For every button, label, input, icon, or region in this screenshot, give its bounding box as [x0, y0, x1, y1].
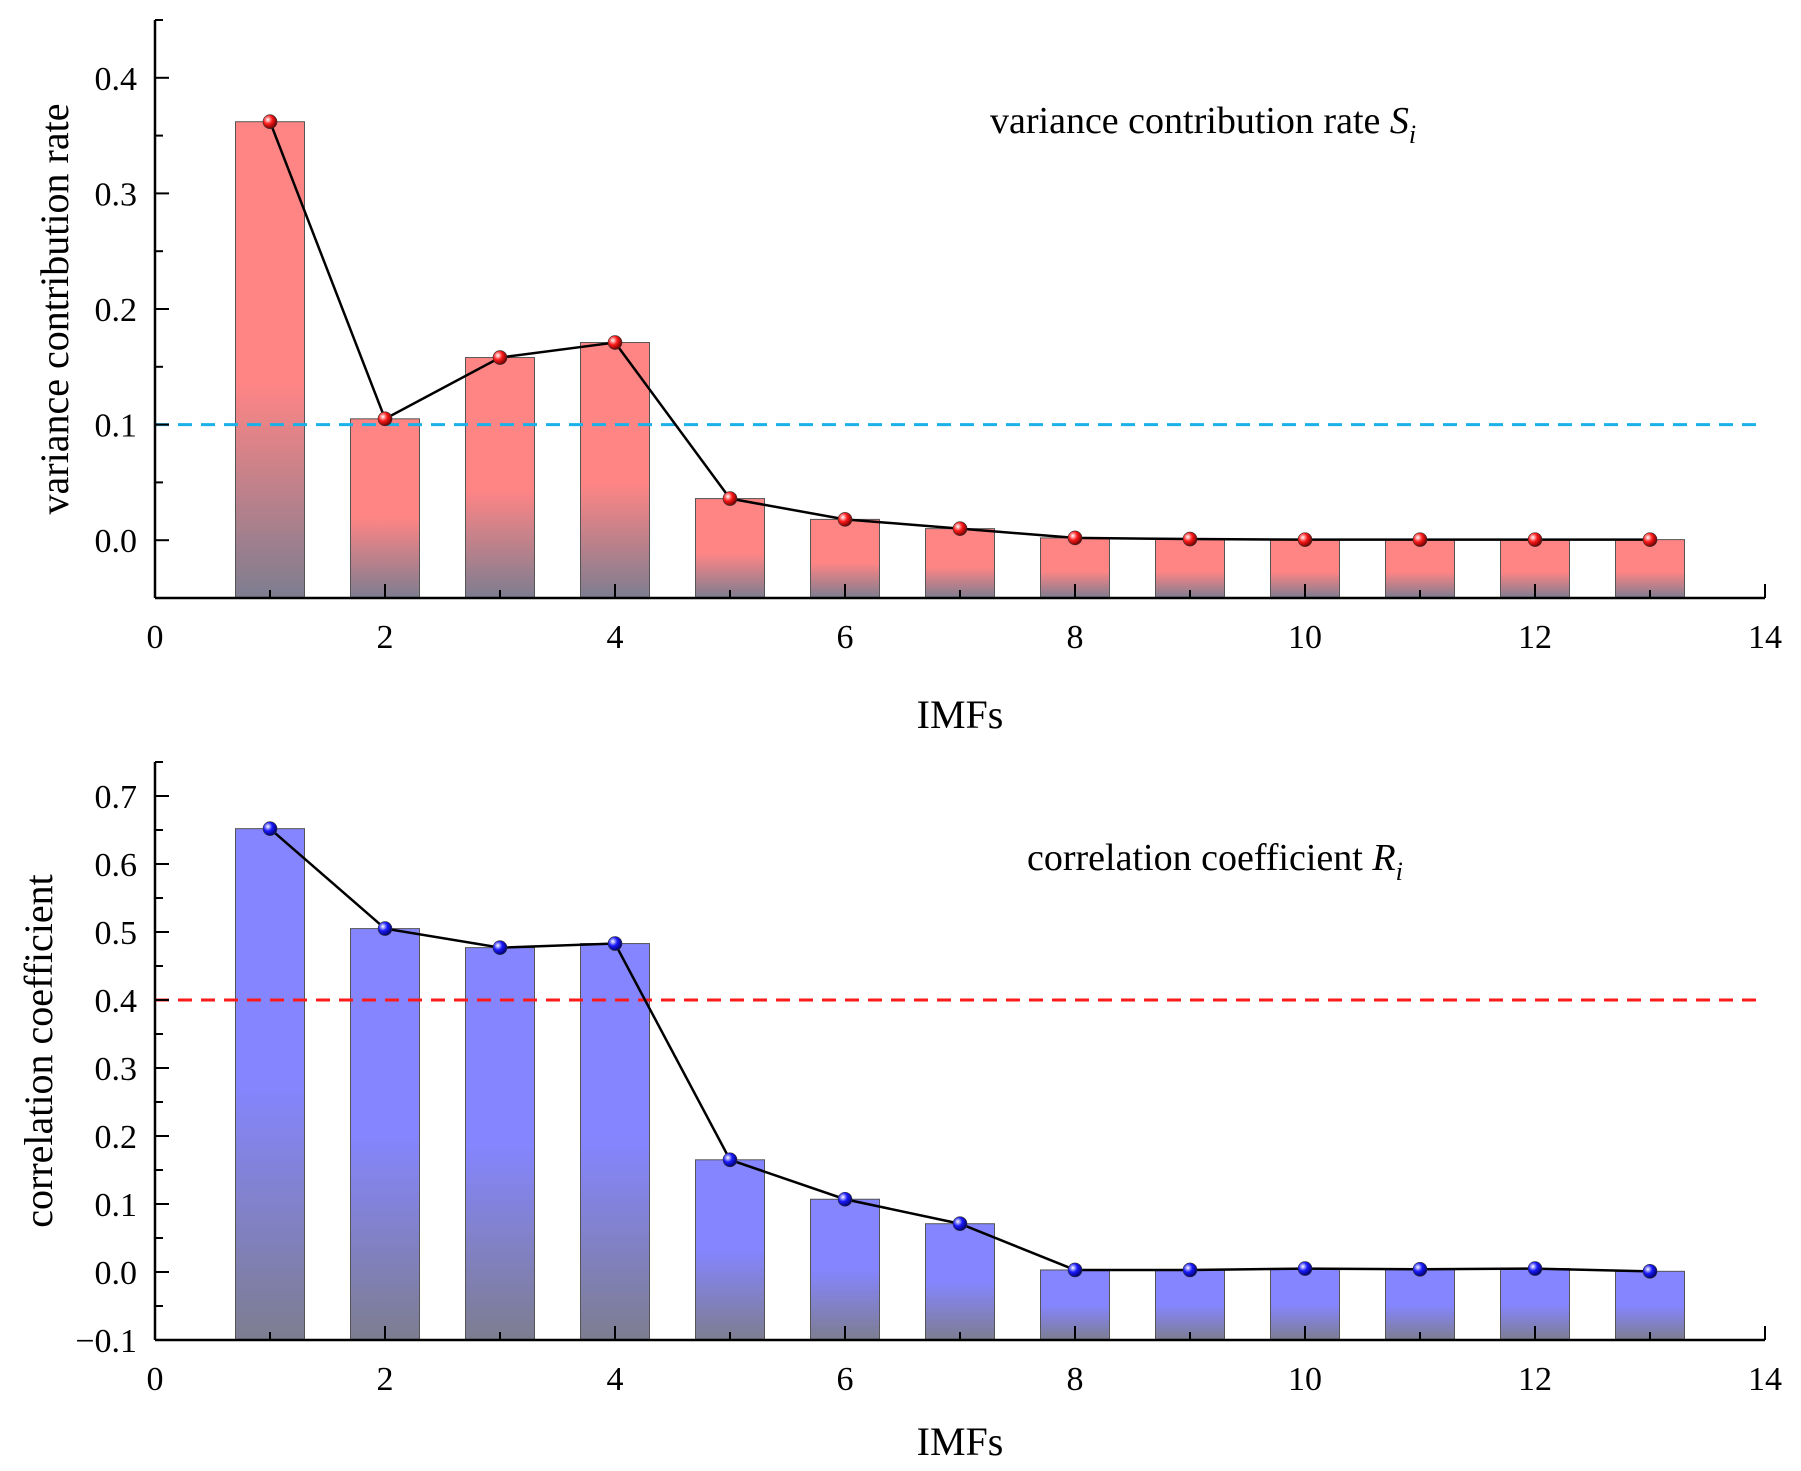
- variance-x-tick-label: 0: [147, 619, 164, 656]
- variance-bar: [580, 342, 650, 599]
- correlation-x-tick-label: 10: [1288, 1361, 1322, 1398]
- variance-annotation-subscript: i: [1409, 120, 1416, 149]
- correlation-x-tick-label: 6: [837, 1361, 854, 1398]
- correlation-bar: [1615, 1270, 1685, 1341]
- correlation-bar: [350, 928, 420, 1341]
- variance-y-tick-label: 0.2: [95, 292, 138, 329]
- correlation-x-tick-label: 0: [147, 1361, 164, 1398]
- variance-annotation-symbol: S: [1390, 100, 1409, 142]
- correlation-marker: [1297, 1261, 1313, 1276]
- correlation-y-tick-label: 0.2: [95, 1119, 138, 1156]
- variance-markers: [262, 114, 1658, 547]
- variance-marker: [1067, 530, 1083, 546]
- correlation-marker: [377, 921, 393, 936]
- correlation-marker: [262, 821, 278, 836]
- correlation-marker: [492, 940, 508, 955]
- variance-bar: [1385, 539, 1455, 599]
- variance-chart-panel: 0 2 4 6 8 10 12 14 0.0 0.1 0.2 0.3 0.4 IMFs variance…: [32, 19, 1782, 737]
- correlation-x-tick-label: 2: [377, 1361, 394, 1398]
- correlation-chart-panel: 0 2 4 6 8 10 12 14−0.10.00.10.20.30.40.50.60.7 …: [16, 761, 1782, 1464]
- variance-y-tick-label: 0.1: [95, 408, 138, 445]
- variance-annotation-text: variance contribution rate: [990, 100, 1390, 142]
- correlation-marker: [722, 1152, 738, 1168]
- correlation-y-tick-label: 0.6: [95, 847, 138, 884]
- variance-bar: [695, 498, 765, 599]
- variance-marker: [1642, 532, 1658, 547]
- variance-x-tick-label: 8: [1067, 619, 1084, 656]
- correlation-marker: [1182, 1262, 1198, 1278]
- variance-x-tick-label: 2: [377, 619, 394, 656]
- variance-y-axis-title: variance contribution rate: [32, 104, 77, 515]
- correlation-x-axis-title: IMFs: [917, 1419, 1004, 1464]
- variance-y-tick-label: 0.0: [95, 523, 138, 560]
- correlation-annotation-symbol: R: [1371, 837, 1395, 879]
- variance-bars: [235, 121, 1685, 599]
- correlation-bars: [235, 828, 1685, 1341]
- correlation-markers: [262, 821, 1658, 1279]
- correlation-axes: 0 2 4 6 8 10 12 14 −0.1 0.0 0.1 0.2 0.3 0.4 0.5 0.6 0.7: [75, 761, 1782, 1398]
- variance-marker: [262, 114, 278, 130]
- variance-marker: [837, 512, 853, 527]
- correlation-y-tick-label: 0.0: [95, 1255, 138, 1292]
- correlation-y-tick-label: 0.3: [95, 1051, 138, 1088]
- correlation-y-tick-label: 0.1: [95, 1187, 138, 1224]
- variance-bar: [1615, 539, 1685, 599]
- correlation-bar: [695, 1159, 765, 1341]
- correlation-bar: [925, 1223, 995, 1341]
- variance-marker: [607, 335, 623, 350]
- correlation-marker: [607, 936, 623, 951]
- variance-bar: [1155, 538, 1225, 599]
- variance-x-tick-label: 4: [607, 619, 624, 656]
- variance-annotation: variance contribution rate Si: [990, 100, 1416, 149]
- correlation-bar: [580, 943, 650, 1341]
- variance-x-tick-label: 6: [837, 619, 854, 656]
- correlation-bar: [1270, 1268, 1340, 1341]
- variance-marker: [1182, 531, 1198, 547]
- correlation-bar: [810, 1198, 880, 1341]
- variance-bar: [235, 121, 305, 599]
- correlation-y-tick-label: −0.1: [75, 1323, 137, 1360]
- variance-marker: [1297, 532, 1313, 547]
- variance-marker: [1527, 532, 1543, 547]
- variance-marker: [377, 411, 393, 427]
- correlation-annotation: correlation coefficient Ri: [1027, 837, 1403, 886]
- correlation-marker: [837, 1191, 853, 1207]
- variance-x-tick-label: 10: [1288, 619, 1322, 656]
- correlation-y-tick-label: 0.5: [95, 915, 138, 952]
- correlation-x-tick-label: 4: [607, 1361, 624, 1398]
- correlation-y-tick-label: 0.4: [95, 983, 138, 1020]
- correlation-marker: [1527, 1261, 1543, 1276]
- variance-y-tick-label: 0.4: [95, 61, 138, 98]
- variance-axes: 0 2 4 6 8 10 12 14 0.0 0.1 0.2 0.3 0.4: [95, 19, 1782, 656]
- variance-y-tick-label: 0.3: [95, 176, 138, 213]
- correlation-marker: [1642, 1264, 1658, 1279]
- correlation-x-tick-label: 8: [1067, 1361, 1084, 1398]
- correlation-bar: [235, 828, 305, 1341]
- variance-marker: [1412, 532, 1428, 547]
- variance-bar: [925, 528, 995, 599]
- variance-marker: [952, 521, 968, 536]
- variance-bar: [350, 418, 420, 599]
- correlation-bar: [1155, 1269, 1225, 1341]
- variance-x-tick-label: 14: [1748, 619, 1782, 656]
- correlation-annotation-text: correlation coefficient: [1027, 837, 1372, 879]
- correlation-y-tick-label: 0.7: [95, 779, 138, 816]
- correlation-x-tick-label: 14: [1748, 1361, 1782, 1398]
- correlation-x-tick-label: 12: [1518, 1361, 1552, 1398]
- variance-bar: [465, 357, 535, 599]
- variance-marker: [492, 350, 508, 365]
- correlation-annotation-subscript: i: [1396, 857, 1403, 886]
- correlation-marker: [952, 1216, 968, 1232]
- variance-marker: [722, 491, 738, 506]
- variance-x-tick-label: 12: [1518, 619, 1552, 656]
- variance-x-axis-title: IMFs: [917, 692, 1004, 737]
- correlation-bar: [1385, 1268, 1455, 1341]
- correlation-marker: [1067, 1262, 1083, 1278]
- correlation-bar: [465, 947, 535, 1341]
- correlation-marker: [1412, 1261, 1428, 1277]
- correlation-y-axis-title: correlation coefficient: [16, 874, 61, 1228]
